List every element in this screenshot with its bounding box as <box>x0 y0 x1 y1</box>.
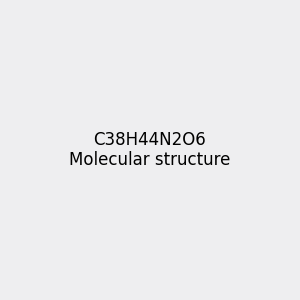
Text: C38H44N2O6
Molecular structure: C38H44N2O6 Molecular structure <box>69 130 231 170</box>
